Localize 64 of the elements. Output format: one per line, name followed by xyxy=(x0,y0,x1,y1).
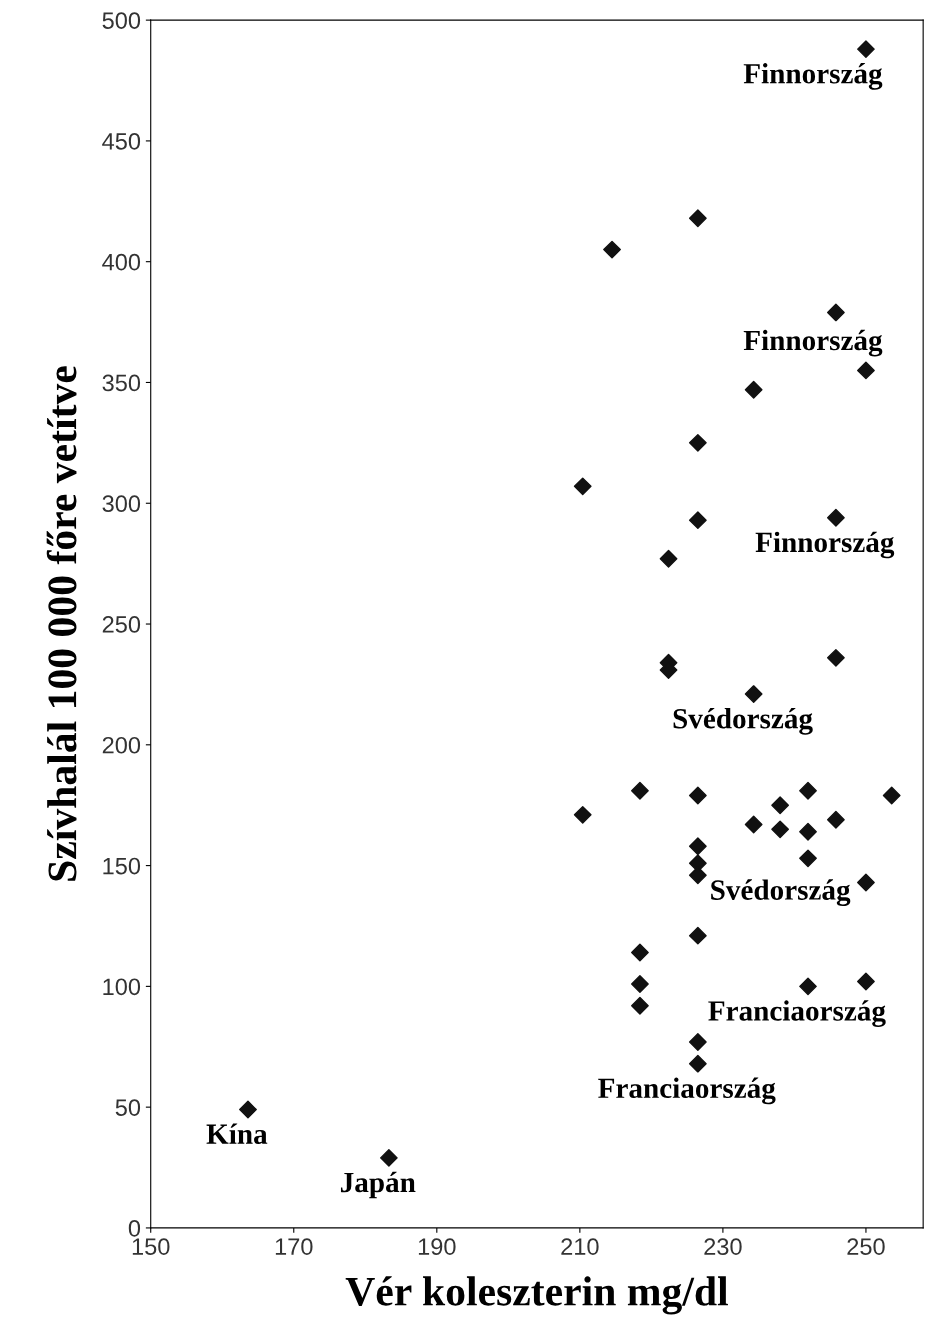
annotation: Finnország xyxy=(755,531,895,559)
annotation: Svédország xyxy=(673,707,813,735)
point xyxy=(744,815,763,834)
x-tick-label: 250 xyxy=(847,1238,885,1255)
y-tick-label: 250 xyxy=(102,616,141,633)
y-tick-label: 500 xyxy=(102,12,141,29)
point xyxy=(688,511,707,530)
point xyxy=(688,1054,707,1073)
y-tick-label: 450 xyxy=(102,132,141,150)
point xyxy=(239,1100,257,1119)
annotation: Franciaország xyxy=(708,1000,886,1027)
point xyxy=(771,796,790,815)
annotation: Franciaország xyxy=(598,1077,776,1105)
y-tick-label: 300 xyxy=(102,495,141,513)
point xyxy=(857,361,875,380)
point xyxy=(799,822,817,841)
x-tick-label: 230 xyxy=(704,1238,742,1255)
point xyxy=(688,837,707,856)
x-tick-label: 150 xyxy=(132,1238,170,1255)
point xyxy=(631,943,649,962)
annotation: Finnország xyxy=(743,63,883,90)
point xyxy=(573,805,592,824)
point xyxy=(857,40,875,59)
point xyxy=(799,849,817,868)
point xyxy=(631,996,649,1015)
point xyxy=(826,810,845,829)
y-tick-label: 50 xyxy=(115,1099,141,1116)
point xyxy=(771,820,790,839)
y-tick-label: 150 xyxy=(103,857,141,875)
point xyxy=(688,1033,707,1051)
point xyxy=(603,240,621,259)
point xyxy=(799,977,817,996)
point xyxy=(631,975,649,993)
point xyxy=(688,209,707,228)
point xyxy=(631,781,649,800)
annotation: Kína xyxy=(206,1123,268,1144)
x-axis-title: Vér koleszterin mg/dl xyxy=(345,1276,728,1315)
point xyxy=(826,648,845,667)
point xyxy=(826,508,845,527)
y-tick-label: 350 xyxy=(102,374,141,392)
point xyxy=(379,1148,398,1167)
annotation: Finnország xyxy=(743,329,883,357)
y-tick-label: 0 xyxy=(128,1220,141,1237)
y-tick-label: 200 xyxy=(102,736,141,754)
y-tick-label: 100 xyxy=(103,978,141,996)
point xyxy=(573,477,592,496)
x-tick-label: 190 xyxy=(418,1238,456,1255)
annotation: Japán xyxy=(340,1171,416,1199)
point xyxy=(857,972,875,991)
point xyxy=(688,786,707,805)
x-tick-label: 170 xyxy=(275,1238,313,1255)
annotation: Svédország xyxy=(711,879,851,907)
point xyxy=(688,926,707,945)
point xyxy=(826,303,845,322)
y-tick-label: 400 xyxy=(102,253,141,271)
point xyxy=(659,549,678,568)
point xyxy=(744,380,763,399)
y-axis-title: Szívhalál 100 000 főre vetítve xyxy=(46,366,77,881)
point xyxy=(882,786,901,805)
point xyxy=(744,685,763,703)
point xyxy=(688,433,707,452)
x-tick-label: 210 xyxy=(561,1238,599,1255)
point xyxy=(799,781,817,800)
point xyxy=(857,873,875,892)
